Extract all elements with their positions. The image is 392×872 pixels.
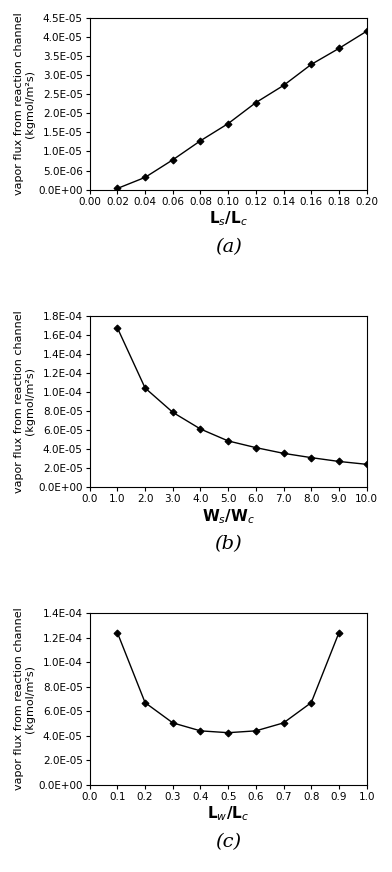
- Text: (c): (c): [215, 833, 241, 851]
- Y-axis label: vapor flux from reaction channel
(kgmol/m²s): vapor flux from reaction channel (kgmol/…: [14, 12, 36, 195]
- Text: (a): (a): [215, 238, 241, 255]
- Text: (b): (b): [214, 535, 242, 553]
- X-axis label: W$_s$/W$_c$: W$_s$/W$_c$: [201, 507, 255, 526]
- X-axis label: L$_w$/L$_c$: L$_w$/L$_c$: [207, 805, 249, 823]
- Y-axis label: vapor flux from reaction channel
(kgmol/m²s): vapor flux from reaction channel (kgmol/…: [14, 608, 36, 790]
- X-axis label: L$_s$/L$_c$: L$_s$/L$_c$: [209, 209, 248, 228]
- Y-axis label: vapor flux from reaction channel
(kgmol/m²s): vapor flux from reaction channel (kgmol/…: [14, 310, 36, 493]
